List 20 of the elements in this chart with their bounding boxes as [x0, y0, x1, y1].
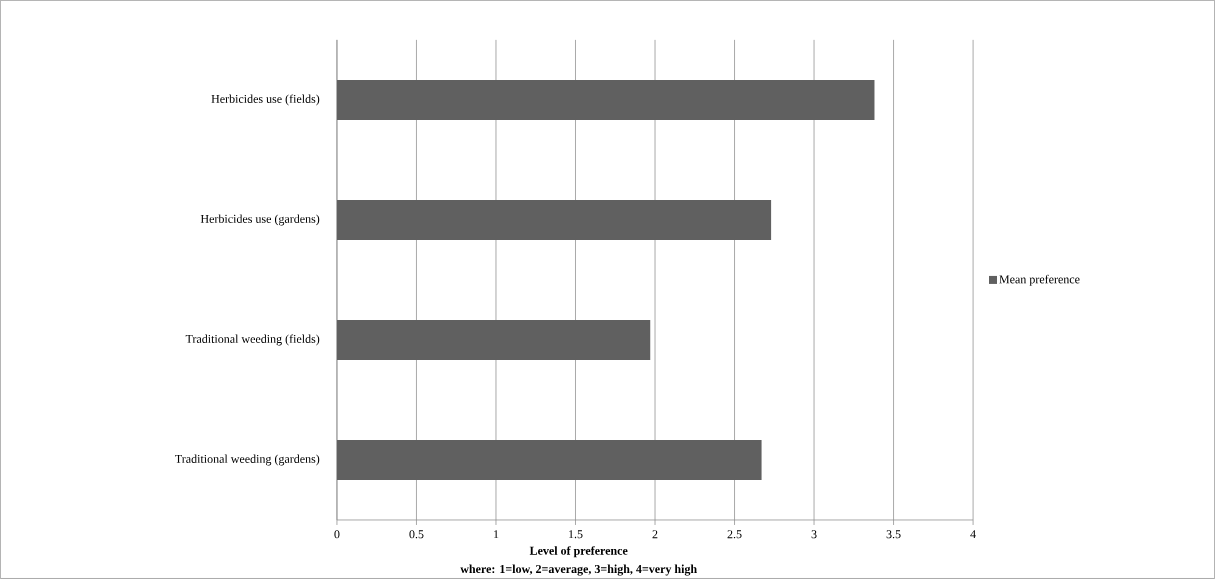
x-tick-label: 2: [652, 530, 658, 539]
x-tick-label: 1.5: [569, 530, 583, 539]
x-tick-label: 0.5: [409, 530, 424, 539]
y-tick-label: Herbicides use (gardens): [200, 214, 320, 226]
y-tick-label: Traditional weeding (fields): [185, 334, 320, 346]
bar: [336, 79, 875, 120]
bar: [336, 440, 762, 481]
x-tick-label: 3.5: [886, 530, 901, 539]
x-axis-title: Level of preference: [529, 546, 628, 558]
legend-label: Mean preference: [999, 274, 1080, 286]
x-tick-label: 0: [334, 530, 340, 539]
bar: [336, 199, 772, 240]
y-tick-label: Herbicides use (fields): [211, 94, 320, 106]
text: where: 1=low, 2=average, 3=high, 4=very high: [460, 564, 697, 576]
y-tick-label: Traditional weeding (gardens): [175, 454, 320, 466]
x-tick-label: 1: [494, 530, 499, 539]
x-tick-label: 2.5: [727, 530, 742, 539]
x-tick-label: 3: [811, 530, 817, 539]
x-tick-label: 4: [970, 530, 976, 539]
bar: [336, 320, 651, 361]
